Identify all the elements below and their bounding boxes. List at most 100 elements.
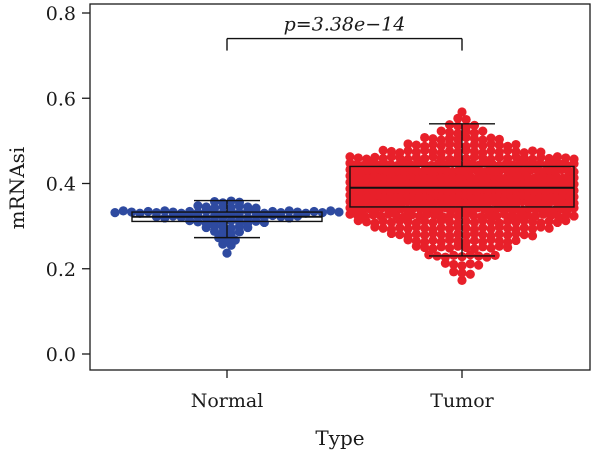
- data-point: [176, 208, 186, 218]
- data-point: [503, 141, 513, 151]
- data-point: [527, 231, 538, 241]
- data-point: [478, 148, 488, 158]
- data-point: [395, 230, 405, 240]
- data-points: [110, 107, 579, 285]
- data-point: [469, 217, 480, 228]
- data-point: [436, 126, 446, 136]
- data-point: [469, 235, 480, 246]
- data-point: [469, 120, 480, 130]
- data-point: [420, 237, 430, 247]
- data-point: [118, 206, 128, 216]
- x-tick-label: Normal: [191, 390, 264, 412]
- data-point: [444, 243, 455, 253]
- data-point: [494, 218, 504, 228]
- data-point: [476, 212, 486, 222]
- data-point: [284, 213, 294, 223]
- data-point: [411, 229, 421, 239]
- data-point: [395, 223, 405, 233]
- data-point: [345, 152, 355, 162]
- x-axis-title: Type: [315, 426, 364, 450]
- data-point: [234, 197, 245, 207]
- data-point: [494, 147, 504, 157]
- data-point: [503, 223, 513, 233]
- box-plots: [131, 123, 575, 257]
- data-point: [428, 217, 438, 228]
- data-point: [444, 231, 455, 241]
- data-point: [469, 128, 480, 138]
- data-point: [511, 139, 521, 150]
- data-point: [486, 146, 496, 156]
- y-axis: 0.0 0.2 0.4 0.6 0.8: [46, 3, 90, 366]
- data-point: [494, 229, 504, 239]
- p-value-number: =3.38e−14: [296, 14, 406, 36]
- data-point: [511, 224, 521, 235]
- data-point: [461, 114, 471, 125]
- data-point: [403, 231, 413, 241]
- data-point: [334, 207, 344, 217]
- data-point: [492, 211, 502, 221]
- p-value-symbol: p: [284, 14, 296, 36]
- data-point: [193, 201, 203, 211]
- data-point: [453, 128, 463, 139]
- data-point: [420, 153, 430, 164]
- p-value-label: p=3.38e−14: [284, 14, 406, 36]
- data-point: [444, 217, 455, 227]
- data-point: [209, 197, 220, 207]
- data-point: [345, 158, 355, 168]
- data-point: [474, 260, 484, 270]
- data-point: [222, 248, 232, 258]
- data-point: [436, 135, 446, 145]
- data-point: [461, 237, 471, 247]
- data-point: [461, 153, 471, 164]
- data-point: [403, 224, 413, 234]
- data-point: [438, 212, 448, 222]
- data-point: [444, 154, 455, 164]
- data-point: [436, 237, 446, 247]
- data-point: [461, 122, 471, 132]
- data-point: [486, 224, 496, 234]
- data-point: [544, 153, 554, 164]
- data-point: [345, 209, 355, 219]
- data-point: [284, 206, 294, 216]
- x-axis: Normal Tumor: [191, 370, 495, 412]
- data-point: [519, 230, 529, 240]
- data-point: [569, 154, 579, 164]
- data-point: [469, 146, 480, 157]
- data-point: [449, 267, 459, 277]
- data-point: [370, 218, 380, 228]
- data-point: [457, 275, 467, 285]
- data-point: [160, 206, 170, 216]
- data-point: [201, 213, 211, 223]
- data-point: [361, 154, 372, 164]
- data-point: [444, 146, 455, 156]
- data-point: [465, 269, 475, 279]
- data-point: [226, 202, 236, 213]
- data-point: [486, 243, 496, 253]
- data-point: [411, 218, 421, 228]
- data-point: [226, 223, 236, 233]
- data-point: [403, 139, 413, 149]
- data-point: [536, 147, 546, 157]
- data-point: [461, 141, 471, 151]
- data-point: [399, 212, 409, 222]
- data-point: [569, 211, 579, 221]
- data-point: [478, 237, 488, 247]
- data-point: [428, 146, 438, 157]
- y-tick-label: 0.2: [46, 259, 76, 281]
- y-tick-label: 0.4: [46, 174, 76, 196]
- data-point: [478, 135, 488, 145]
- data-point: [457, 268, 467, 278]
- data-point: [478, 230, 488, 240]
- data-point: [544, 223, 554, 233]
- data-point: [453, 218, 463, 228]
- data-point: [478, 126, 488, 136]
- data-point: [486, 154, 496, 164]
- data-point: [243, 213, 253, 223]
- data-point: [326, 206, 336, 216]
- data-point: [218, 208, 228, 218]
- data-point: [403, 146, 413, 156]
- data-point: [209, 203, 220, 213]
- data-point: [110, 208, 120, 218]
- data-point: [490, 250, 500, 260]
- data-point: [453, 236, 463, 246]
